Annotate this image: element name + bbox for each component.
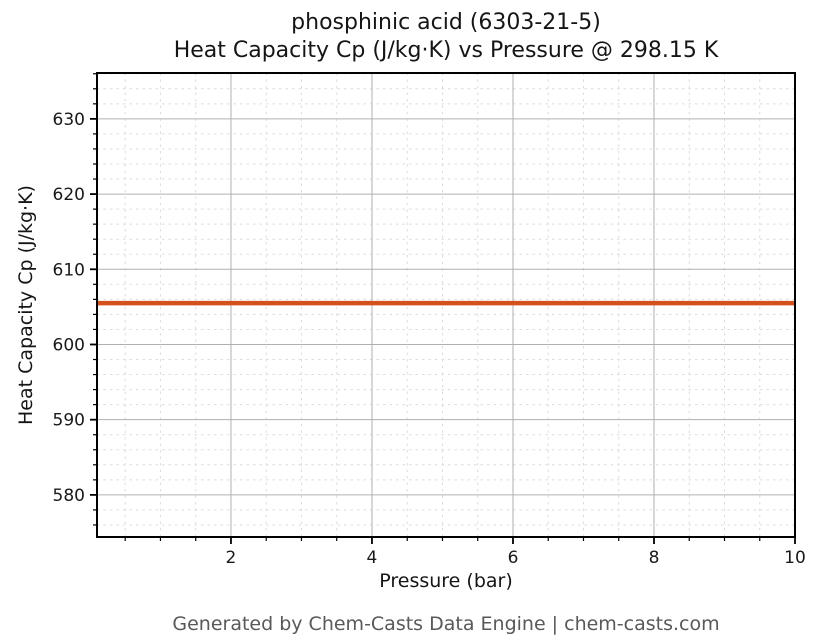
svg-text:580: 580 <box>53 486 85 506</box>
chart-title: phosphinic acid (6303-21-5) Heat Capacit… <box>97 9 795 65</box>
axis-ticks <box>90 73 796 544</box>
svg-text:2: 2 <box>226 548 237 568</box>
svg-text:4: 4 <box>367 548 378 568</box>
y-axis-label: Heat Capacity Cp (J/kg·K) <box>15 185 37 425</box>
axes-spines <box>96 72 796 538</box>
tick-labels: 2 4 6 8 10 580 590 600 610 620 630 <box>53 110 806 568</box>
svg-text:620: 620 <box>53 185 85 205</box>
svg-text:590: 590 <box>53 411 85 431</box>
svg-text:610: 610 <box>53 260 85 280</box>
footer-credit: Generated by Chem-Casts Data Engine | ch… <box>172 613 720 635</box>
x-axis-label: Pressure (bar) <box>379 570 513 592</box>
chart-title-line2: Heat Capacity Cp (J/kg·K) vs Pressure @ … <box>173 38 719 63</box>
svg-text:630: 630 <box>53 110 85 130</box>
svg-text:600: 600 <box>53 335 85 355</box>
svg-text:6: 6 <box>508 548 519 568</box>
chart-title-line1: phosphinic acid (6303-21-5) <box>291 10 601 35</box>
svg-text:10: 10 <box>784 548 806 568</box>
svg-text:8: 8 <box>649 548 660 568</box>
